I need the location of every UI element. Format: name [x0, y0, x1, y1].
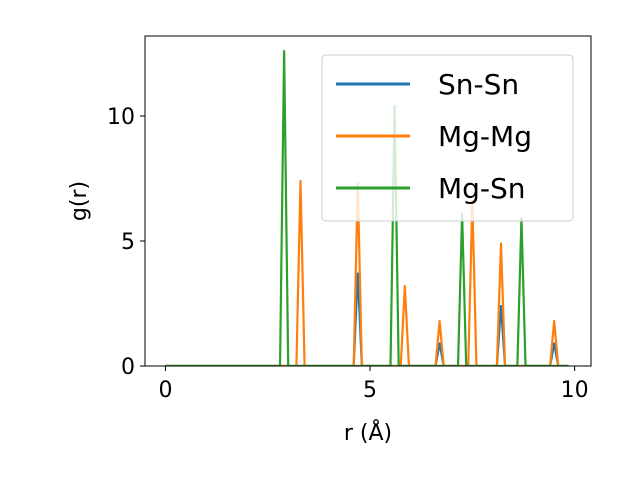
- legend-label-mg-mg: Mg-Mg: [438, 120, 532, 153]
- x-axis: 0 5 10: [158, 366, 589, 403]
- x-tick-label: 10: [561, 378, 589, 403]
- legend-box: [321, 54, 574, 222]
- series-line-sn-sn: [165, 272, 569, 366]
- y-axis: 0 5 10: [107, 105, 145, 380]
- x-tick-label: 5: [363, 378, 377, 403]
- y-tick-label: 10: [107, 105, 135, 130]
- plot-frame: [144, 35, 592, 367]
- legend-label-sn-sn: Sn-Sn: [438, 68, 519, 101]
- y-tick-label: 5: [121, 230, 135, 255]
- series-line-mg-sn: [165, 49, 569, 366]
- series-layer: [165, 49, 569, 366]
- series-line-mg-mg: [165, 179, 569, 366]
- y-tick-label: 0: [121, 355, 135, 380]
- x-axis-label: r (Å): [344, 419, 392, 446]
- legend: Sn-Sn Mg-Mg Mg-Sn: [321, 54, 574, 222]
- legend-label-mg-sn: Mg-Sn: [438, 172, 526, 205]
- y-axis-label: g(r): [67, 181, 92, 221]
- x-tick-label: 0: [158, 378, 172, 403]
